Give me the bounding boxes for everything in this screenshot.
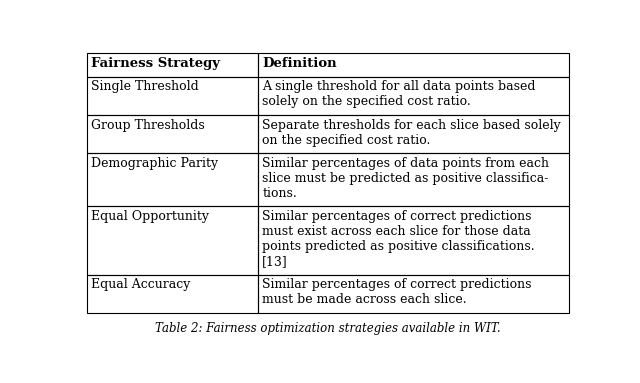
Bar: [258, 77, 568, 115]
Bar: [88, 115, 258, 153]
Bar: [88, 153, 258, 206]
Bar: [88, 77, 258, 115]
Text: Similar percentages of correct predictions: Similar percentages of correct predictio…: [262, 278, 532, 291]
Bar: [88, 53, 258, 77]
Bar: [258, 206, 568, 275]
Bar: [88, 206, 258, 275]
Bar: [258, 275, 568, 313]
Text: points predicted as positive classifications.: points predicted as positive classificat…: [262, 240, 535, 253]
Text: Separate thresholds for each slice based solely: Separate thresholds for each slice based…: [262, 119, 561, 132]
Bar: [88, 275, 258, 313]
Bar: [258, 53, 568, 77]
Text: Similar percentages of correct predictions: Similar percentages of correct predictio…: [262, 210, 532, 223]
Text: Similar percentages of data points from each: Similar percentages of data points from …: [262, 157, 549, 170]
Text: Equal Accuracy: Equal Accuracy: [92, 278, 191, 291]
Text: A single threshold for all data points based: A single threshold for all data points b…: [262, 80, 536, 93]
Text: slice must be predicted as positive classifica-: slice must be predicted as positive clas…: [262, 172, 548, 185]
Text: Table 2: Fairness optimization strategies available in WIT.: Table 2: Fairness optimization strategie…: [155, 322, 501, 335]
Text: tions.: tions.: [262, 187, 297, 200]
Text: solely on the specified cost ratio.: solely on the specified cost ratio.: [262, 95, 471, 108]
Text: Definition: Definition: [262, 57, 337, 70]
Text: Demographic Parity: Demographic Parity: [92, 157, 218, 170]
Bar: [258, 153, 568, 206]
Text: Equal Opportunity: Equal Opportunity: [92, 210, 209, 223]
Text: Group Thresholds: Group Thresholds: [92, 119, 205, 132]
Text: must be made across each slice.: must be made across each slice.: [262, 293, 467, 306]
Text: [13]: [13]: [262, 255, 288, 268]
Text: Single Threshold: Single Threshold: [92, 80, 199, 93]
Bar: [258, 115, 568, 153]
Text: on the specified cost ratio.: on the specified cost ratio.: [262, 134, 431, 147]
Text: Fairness Strategy: Fairness Strategy: [92, 57, 220, 70]
Text: must exist across each slice for those data: must exist across each slice for those d…: [262, 225, 531, 238]
